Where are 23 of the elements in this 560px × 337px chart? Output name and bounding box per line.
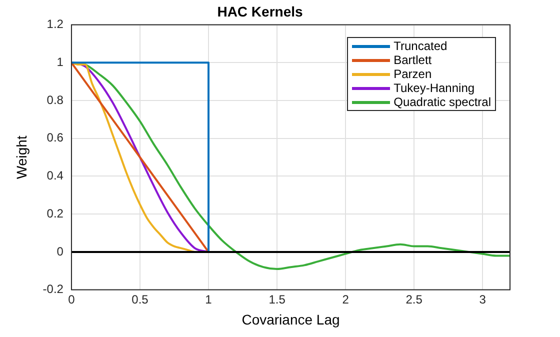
y-tick-label: 0.4 (46, 168, 64, 183)
legend-label: Tukey-Hanning (394, 81, 475, 95)
x-tick-label: 0.5 (132, 292, 149, 306)
x-axis-title: Covariance Lag (242, 311, 340, 328)
x-tick-label: 1.5 (268, 292, 286, 306)
x-tick-label: 2.5 (406, 292, 423, 306)
legend-label: Truncated (394, 39, 448, 53)
x-tick-label: 2 (342, 292, 350, 306)
y-tick-label: -0.2 (42, 282, 64, 296)
legend-label: Parzen (394, 67, 432, 81)
y-tick-label: 0.8 (46, 92, 64, 107)
x-tick-label: 1 (205, 292, 212, 306)
y-tick-label: 0.6 (46, 130, 64, 145)
x-tick-label: 0 (68, 292, 76, 306)
y-axis-title: Weight (13, 136, 30, 179)
y-tick-label: 1.2 (46, 17, 64, 32)
legend-label: Bartlett (394, 53, 432, 67)
y-tick-label: 1 (56, 54, 64, 69)
y-tick-label: 0.2 (46, 206, 64, 220)
chart-title: HAC Kernels (217, 3, 303, 20)
x-tick-label: 3 (479, 292, 486, 306)
legend-label: Quadratic spectral (394, 95, 491, 109)
y-tick-label: 0 (56, 244, 64, 258)
